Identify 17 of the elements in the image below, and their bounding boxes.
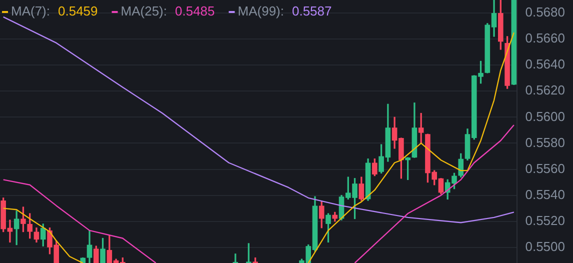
annotation: 0.5485 — [174, 4, 215, 19]
y-tick-label: 0.5680 — [525, 4, 566, 20]
y-tick-label: 0.5520 — [525, 212, 566, 228]
y-tick-label: 0.5640 — [525, 56, 566, 72]
y-tick-label: 0.5580 — [525, 134, 566, 150]
y-tick-label: 0.5500 — [525, 238, 566, 254]
y-tick-label: 0.5620 — [525, 82, 566, 98]
y-tick-label: 0.5600 — [525, 108, 566, 124]
legend-label: MA(25): — [120, 4, 167, 19]
legend-label: MA(7): — [11, 4, 50, 19]
annotation: 0.5587 — [292, 4, 332, 19]
annotation: 0.5459 — [58, 4, 98, 19]
y-tick-label: 0.5660 — [525, 30, 566, 46]
legend-label: MA(99): — [238, 4, 284, 19]
y-tick-label: 0.5560 — [525, 160, 566, 176]
candlestick — [511, 0, 517, 85]
y-tick-label: 0.5540 — [525, 186, 566, 202]
